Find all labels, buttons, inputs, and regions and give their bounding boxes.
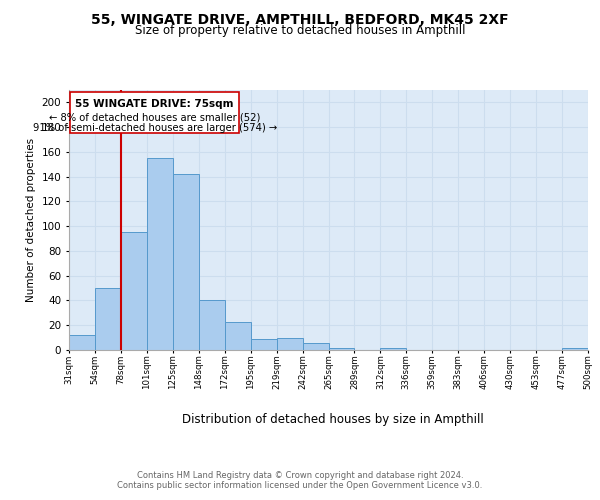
- Bar: [302, 342, 329, 350]
- Text: 55 WINGATE DRIVE: 75sqm: 55 WINGATE DRIVE: 75sqm: [76, 98, 234, 108]
- Bar: [277, 338, 302, 350]
- Text: Distribution of detached houses by size in Ampthill: Distribution of detached houses by size …: [182, 412, 484, 426]
- FancyBboxPatch shape: [70, 92, 239, 134]
- Bar: [121, 232, 147, 350]
- Text: Contains HM Land Registry data © Crown copyright and database right 2024.: Contains HM Land Registry data © Crown c…: [137, 471, 463, 480]
- Bar: [562, 348, 588, 350]
- Bar: [95, 288, 121, 350]
- Y-axis label: Number of detached properties: Number of detached properties: [26, 138, 36, 302]
- Bar: [147, 158, 173, 350]
- Text: Contains public sector information licensed under the Open Government Licence v3: Contains public sector information licen…: [118, 481, 482, 490]
- Bar: [380, 348, 406, 350]
- Text: Size of property relative to detached houses in Ampthill: Size of property relative to detached ho…: [135, 24, 465, 37]
- Bar: [225, 322, 251, 350]
- Bar: [173, 174, 199, 350]
- Bar: [199, 300, 224, 350]
- Bar: [329, 348, 355, 350]
- Text: 91% of semi-detached houses are larger (574) →: 91% of semi-detached houses are larger (…: [32, 124, 277, 134]
- Bar: [69, 335, 95, 350]
- Text: 55, WINGATE DRIVE, AMPTHILL, BEDFORD, MK45 2XF: 55, WINGATE DRIVE, AMPTHILL, BEDFORD, MK…: [91, 12, 509, 26]
- Text: ← 8% of detached houses are smaller (52): ← 8% of detached houses are smaller (52): [49, 112, 260, 122]
- Bar: [251, 339, 277, 350]
